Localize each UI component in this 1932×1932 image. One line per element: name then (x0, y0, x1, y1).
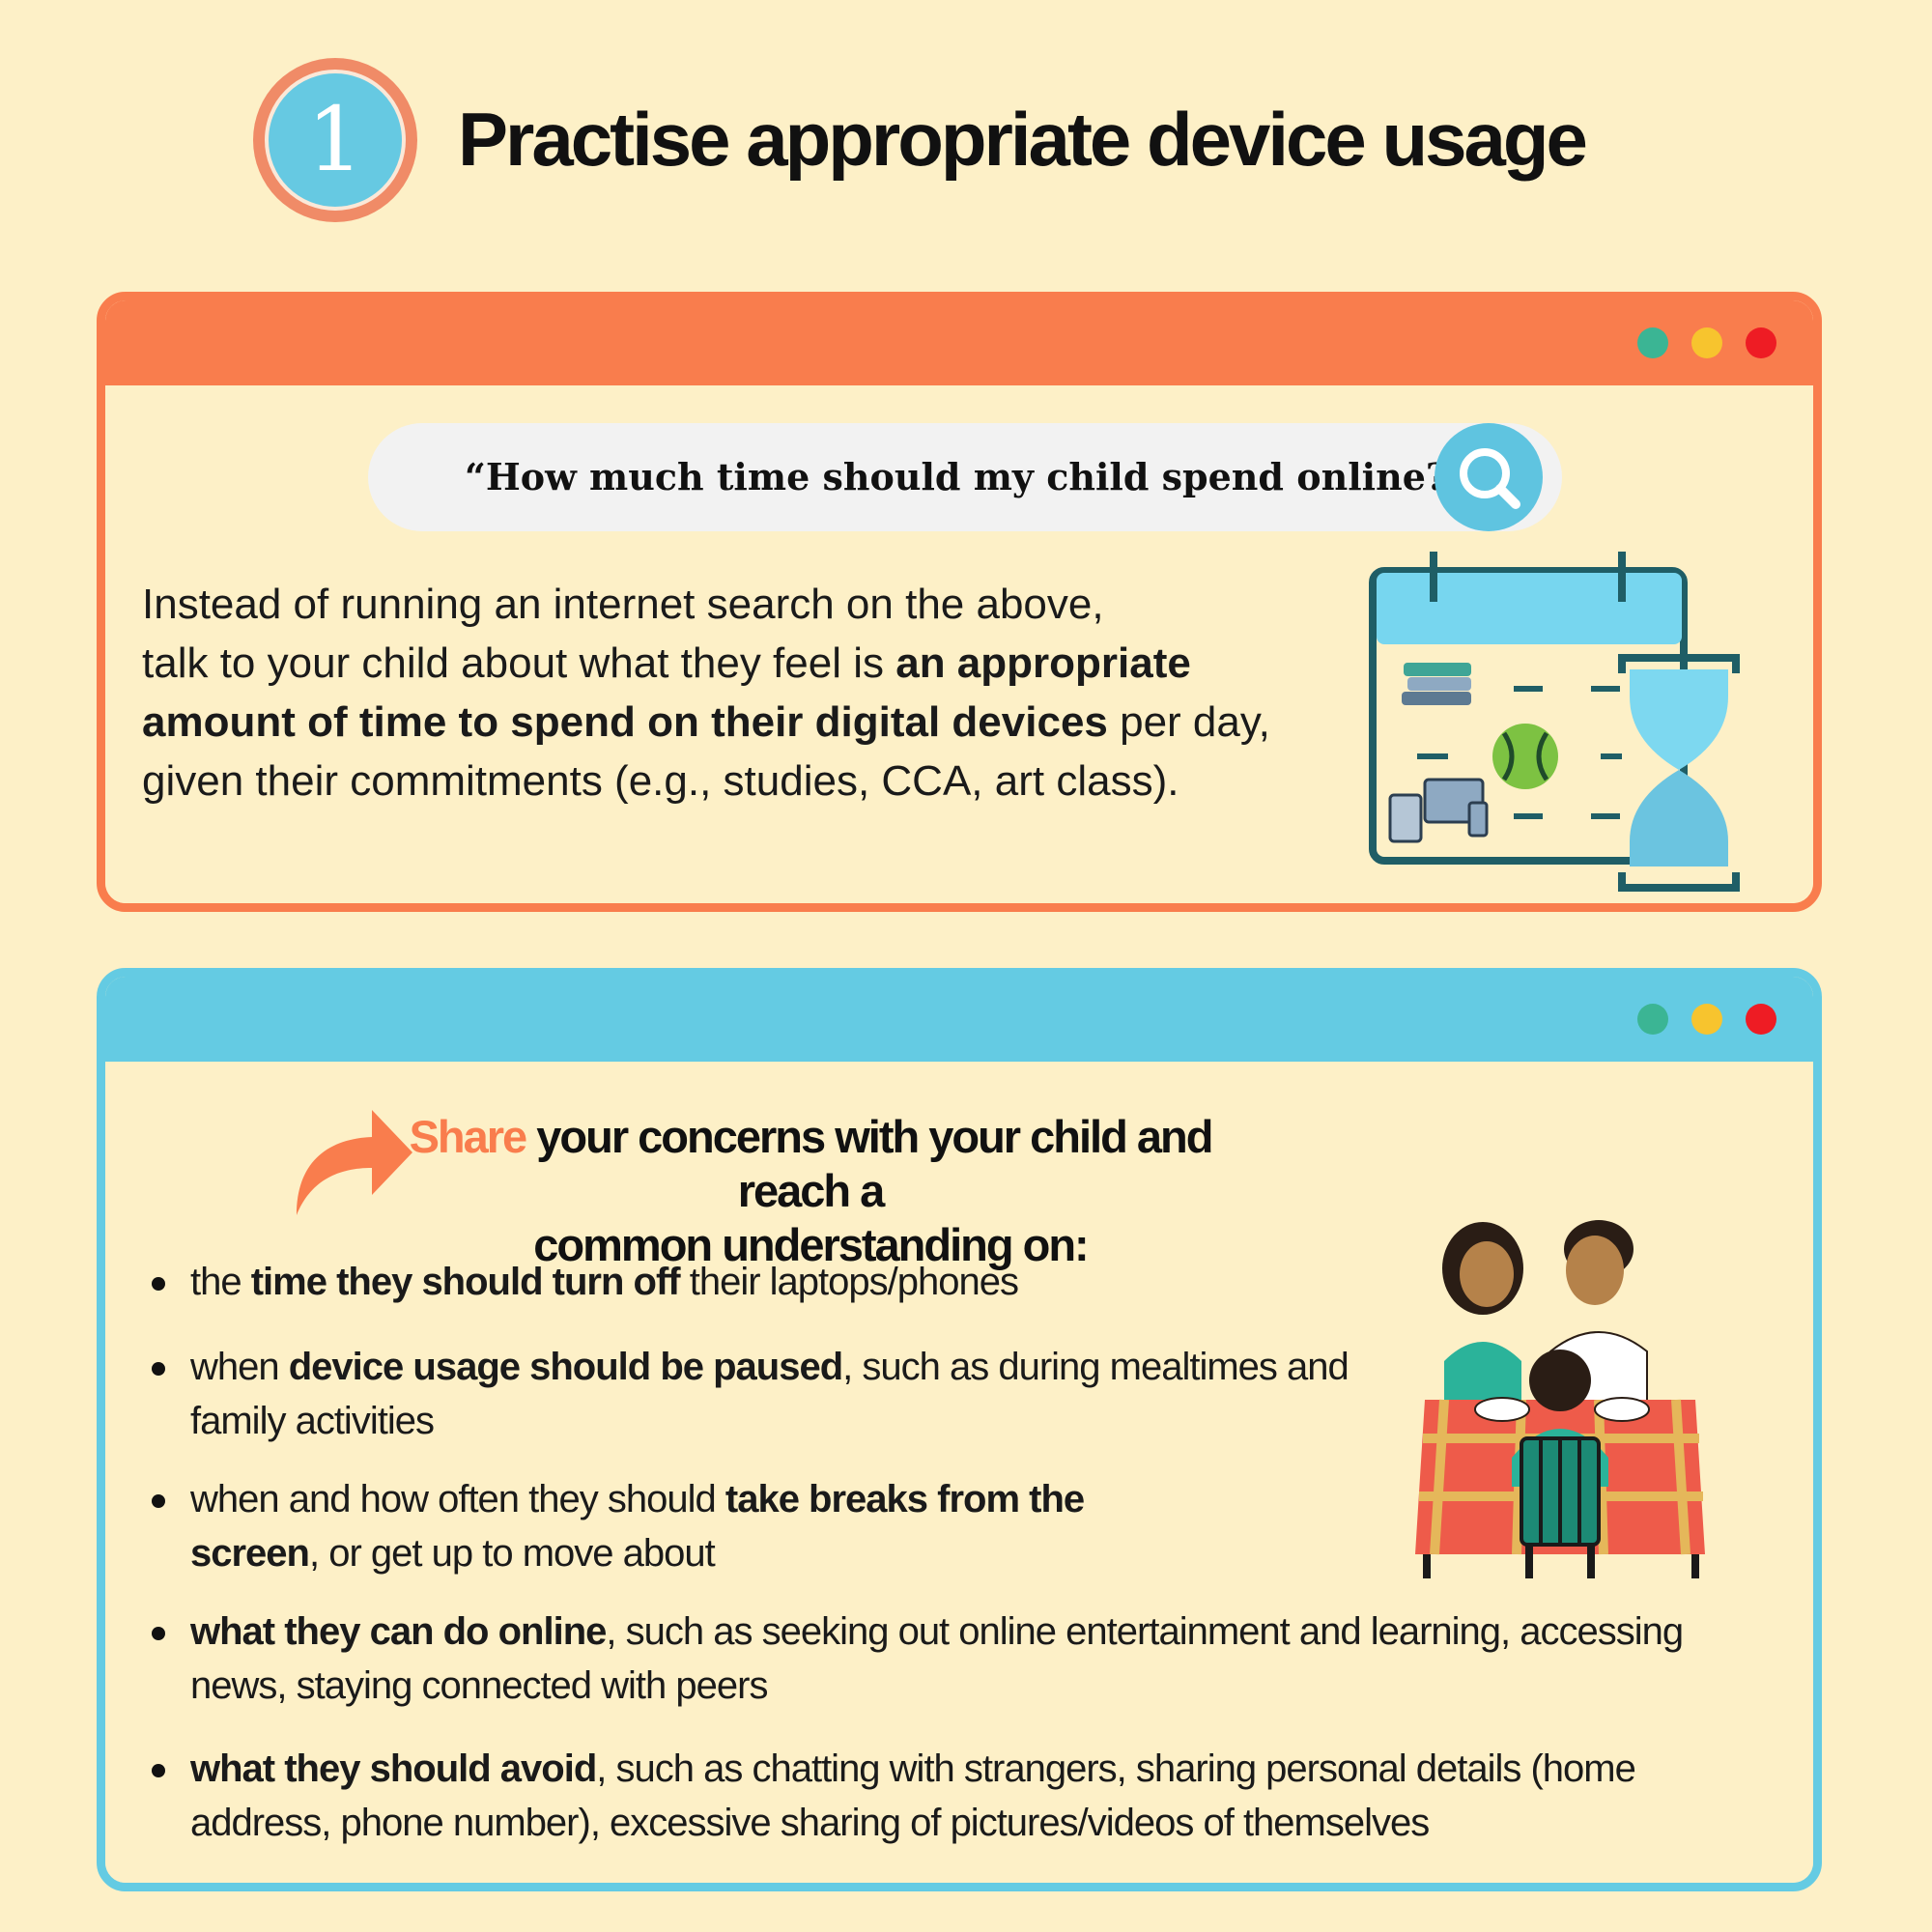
search-button[interactable] (1435, 423, 1543, 531)
window-dot-red (1746, 1004, 1776, 1035)
window-titlebar (105, 300, 1813, 385)
window-dot-yellow (1691, 1004, 1722, 1035)
child-figure (1512, 1350, 1608, 1578)
mother-figure (1442, 1222, 1523, 1419)
window-dot-green (1637, 327, 1668, 358)
search-icon (1460, 448, 1520, 509)
window-body: “How much time should my child spend onl… (105, 385, 1813, 903)
page-header: 1 Practise appropriate device usage (253, 50, 1588, 229)
paragraph-line: Instead of running an internet search on… (142, 581, 1104, 628)
window-titlebar (105, 977, 1813, 1062)
bullet-point (152, 1494, 165, 1508)
paragraph-line: given their commitments (e.g., studies, … (142, 757, 1179, 805)
window-dot-green (1637, 1004, 1668, 1035)
calendar-hourglass-illustration (1369, 552, 1740, 892)
window-controls (1637, 1004, 1776, 1035)
bullet-point (152, 1627, 165, 1640)
window-dot-red (1746, 327, 1776, 358)
paragraph-line: talk to your child about what they feel … (142, 639, 1191, 687)
guidance-paragraph: Instead of running an internet search on… (142, 575, 1330, 810)
share-arrow-icon (297, 1110, 412, 1215)
window-controls (1637, 327, 1776, 358)
step-number: 1 (265, 69, 406, 211)
search-bar[interactable]: “How much time should my child spend onl… (368, 423, 1562, 531)
family-dinner-illustration (1415, 1220, 1705, 1578)
share-heading: Share your concerns with your child and … (409, 1111, 1214, 1270)
share-accent: Share (409, 1111, 528, 1162)
devices-icon (1388, 778, 1489, 843)
share-concerns-card: Share your concerns with your child and … (97, 968, 1822, 1891)
bullet-point (152, 1277, 165, 1291)
window-body: Share your concerns with your child and … (105, 1062, 1813, 1883)
page-title: Practise appropriate device usage (458, 97, 1588, 182)
search-query: “How much time should my child spend onl… (465, 455, 1469, 498)
window-dot-yellow (1691, 327, 1722, 358)
ball-icon (1492, 724, 1558, 789)
bullet-point (152, 1362, 165, 1376)
hourglass-icon (1618, 654, 1740, 892)
books-icon (1402, 663, 1471, 705)
paragraph-line: amount of time to spend on their digital… (142, 698, 1270, 746)
bullet-point (152, 1764, 165, 1777)
step-number-badge: 1 (253, 57, 417, 222)
device-time-card: “How much time should my child spend onl… (97, 292, 1822, 912)
